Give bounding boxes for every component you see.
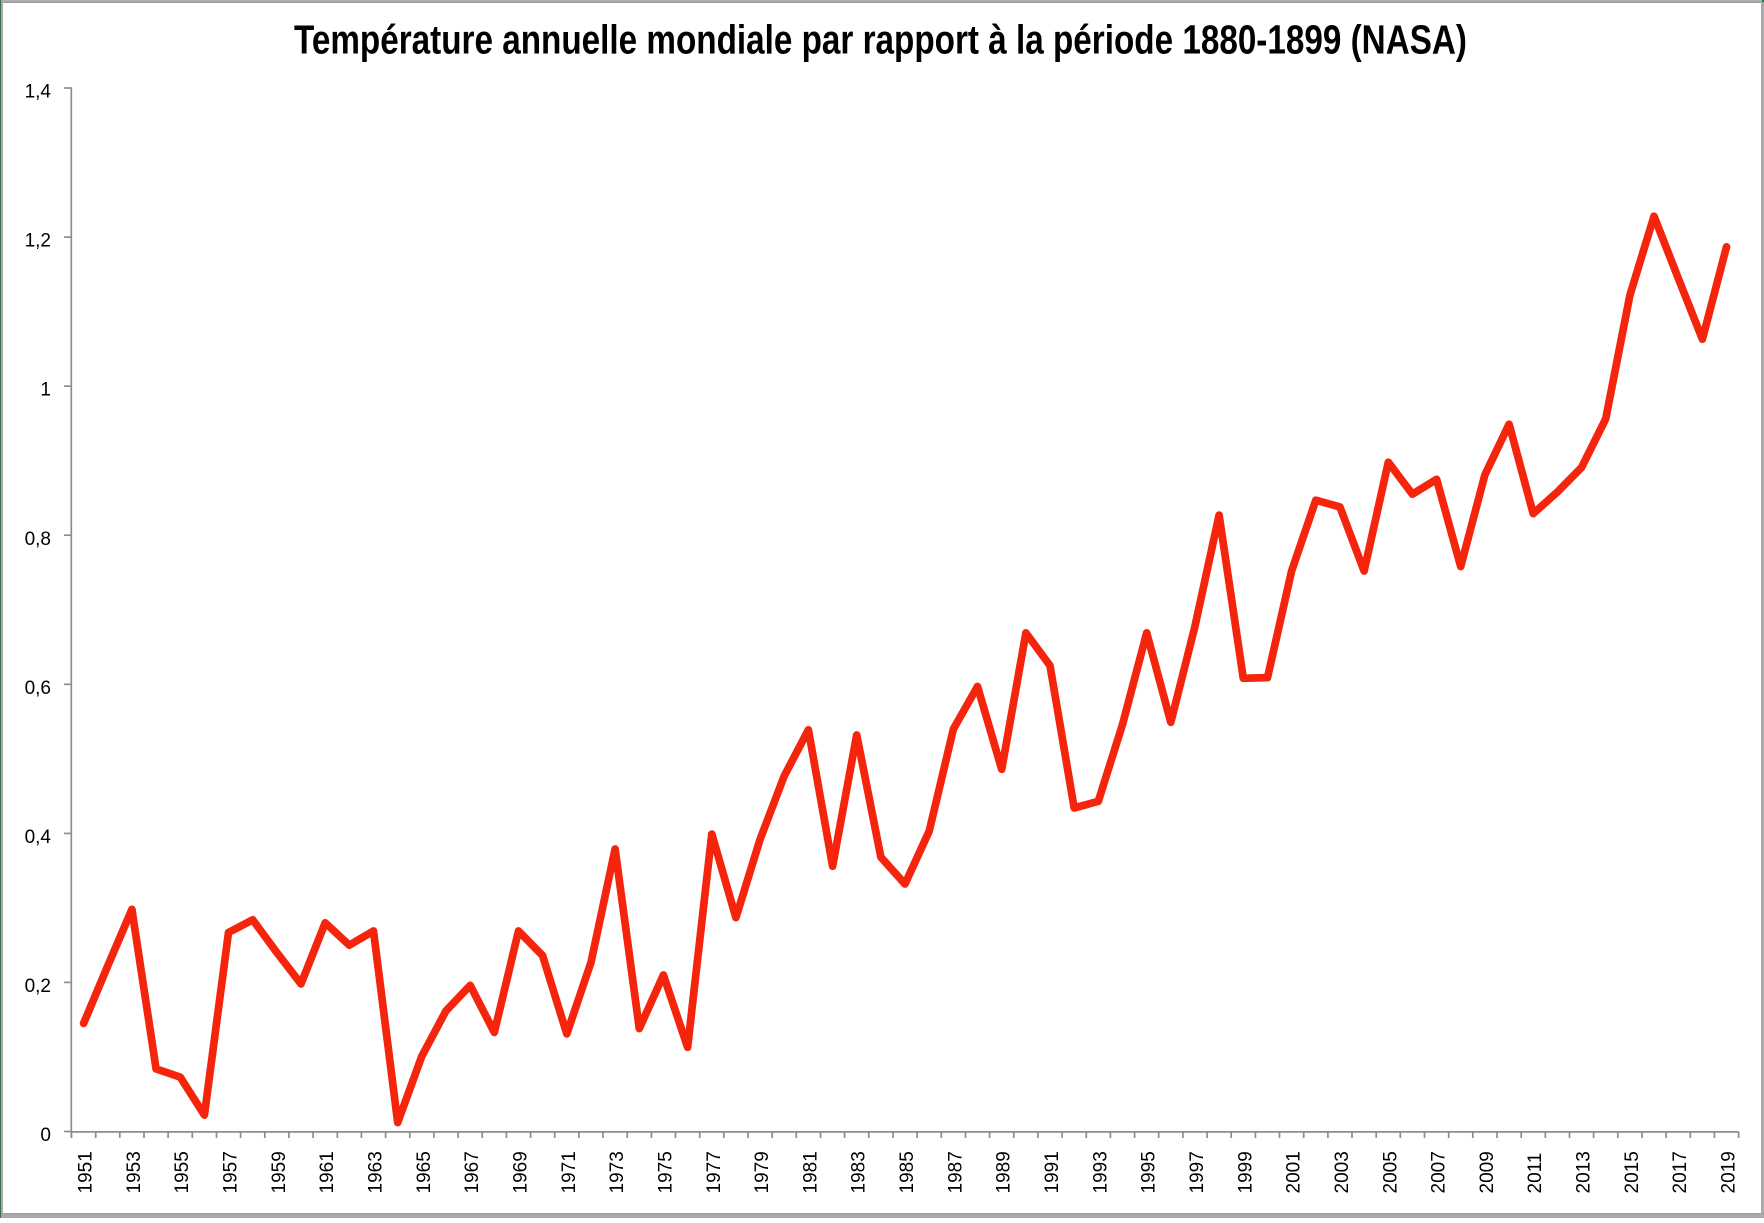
svg-text:2001: 2001 bbox=[1284, 1151, 1305, 1193]
svg-text:2009: 2009 bbox=[1477, 1151, 1498, 1193]
svg-text:0,6: 0,6 bbox=[25, 678, 51, 699]
svg-text:1965: 1965 bbox=[414, 1151, 435, 1193]
svg-text:1999: 1999 bbox=[1235, 1151, 1256, 1193]
svg-text:1983: 1983 bbox=[849, 1151, 870, 1193]
svg-text:2007: 2007 bbox=[1429, 1151, 1450, 1193]
svg-text:1963: 1963 bbox=[366, 1151, 387, 1193]
svg-text:2003: 2003 bbox=[1332, 1151, 1353, 1193]
svg-text:1989: 1989 bbox=[994, 1151, 1015, 1193]
svg-text:1955: 1955 bbox=[172, 1151, 193, 1193]
svg-text:1981: 1981 bbox=[800, 1151, 821, 1193]
svg-text:2017: 2017 bbox=[1670, 1151, 1691, 1193]
svg-text:2013: 2013 bbox=[1574, 1151, 1595, 1193]
svg-text:1951: 1951 bbox=[76, 1151, 97, 1193]
svg-text:1985: 1985 bbox=[897, 1151, 918, 1193]
svg-text:1: 1 bbox=[40, 380, 51, 401]
svg-text:1993: 1993 bbox=[1090, 1151, 1111, 1193]
svg-text:1975: 1975 bbox=[655, 1151, 676, 1193]
svg-text:1997: 1997 bbox=[1187, 1151, 1208, 1193]
svg-text:1973: 1973 bbox=[607, 1151, 628, 1193]
svg-text:1,4: 1,4 bbox=[25, 82, 52, 103]
svg-text:2015: 2015 bbox=[1622, 1151, 1643, 1193]
svg-text:1977: 1977 bbox=[704, 1151, 725, 1193]
svg-text:2011: 2011 bbox=[1525, 1153, 1546, 1194]
svg-text:1979: 1979 bbox=[752, 1151, 773, 1193]
svg-text:1957: 1957 bbox=[221, 1151, 242, 1193]
svg-text:0: 0 bbox=[40, 1125, 51, 1146]
svg-text:1959: 1959 bbox=[269, 1151, 290, 1193]
svg-text:1991: 1991 bbox=[1042, 1151, 1063, 1193]
svg-text:2019: 2019 bbox=[1719, 1151, 1740, 1193]
svg-text:2005: 2005 bbox=[1380, 1151, 1401, 1193]
svg-text:1971: 1971 bbox=[559, 1151, 580, 1193]
svg-text:1987: 1987 bbox=[945, 1151, 966, 1193]
svg-text:1,2: 1,2 bbox=[25, 231, 51, 252]
svg-text:1969: 1969 bbox=[511, 1151, 532, 1193]
svg-text:Température annuelle mondiale: Température annuelle mondiale par rappor… bbox=[294, 17, 1467, 63]
svg-text:1953: 1953 bbox=[124, 1151, 145, 1193]
svg-text:1995: 1995 bbox=[1139, 1151, 1160, 1193]
svg-text:0,4: 0,4 bbox=[25, 827, 52, 848]
svg-text:1967: 1967 bbox=[462, 1151, 483, 1193]
svg-text:1961: 1961 bbox=[317, 1151, 338, 1193]
svg-text:0,8: 0,8 bbox=[25, 529, 51, 550]
svg-text:0,2: 0,2 bbox=[25, 976, 51, 997]
